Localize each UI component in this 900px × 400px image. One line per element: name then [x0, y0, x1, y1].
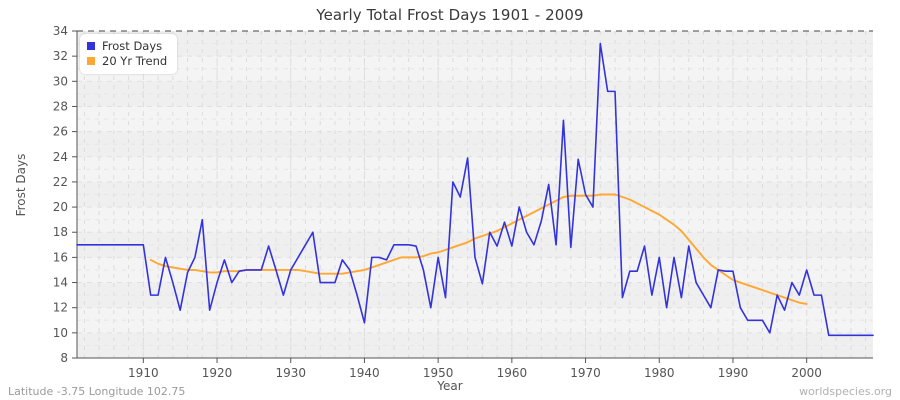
legend-item-20-yr-trend[interactable]: 20 Yr Trend: [87, 54, 167, 68]
svg-text:10: 10: [53, 326, 68, 340]
chart-legend[interactable]: Frost Days 20 Yr Trend: [80, 34, 178, 74]
svg-text:1980: 1980: [644, 366, 675, 380]
svg-text:1930: 1930: [275, 366, 306, 380]
svg-text:1950: 1950: [423, 366, 454, 380]
legend-swatch-20-yr-trend: [87, 57, 95, 65]
svg-text:8: 8: [60, 351, 68, 365]
legend-swatch-frost-days: [87, 42, 95, 50]
svg-text:1920: 1920: [202, 366, 233, 380]
svg-text:28: 28: [53, 99, 68, 113]
svg-text:26: 26: [53, 125, 68, 139]
svg-text:18: 18: [53, 225, 68, 239]
svg-text:1990: 1990: [718, 366, 749, 380]
x-axis-ticks: 1910 1920 1930 1940 1950 1960 1970 1980 1990 2000: [128, 358, 822, 380]
svg-text:14: 14: [53, 276, 68, 290]
footer-watermark: worldspecies.org: [799, 385, 892, 398]
legend-label-20-yr-trend: 20 Yr Trend: [102, 54, 168, 68]
footer-coordinates: Latitude -3.75 Longitude 102.75: [8, 385, 186, 398]
svg-text:12: 12: [53, 301, 68, 315]
legend-item-frost-days[interactable]: Frost Days: [87, 39, 167, 53]
svg-text:22: 22: [53, 175, 68, 189]
svg-text:30: 30: [53, 74, 68, 88]
svg-text:1970: 1970: [570, 366, 601, 380]
legend-label-frost-days: Frost Days: [102, 39, 163, 53]
svg-text:1960: 1960: [497, 366, 528, 380]
svg-text:34: 34: [53, 24, 68, 38]
chart-axes: [76, 30, 873, 359]
y-axis-label: Frost Days: [14, 153, 28, 217]
svg-text:16: 16: [53, 250, 68, 264]
svg-text:24: 24: [53, 150, 68, 164]
svg-text:1910: 1910: [128, 366, 159, 380]
svg-text:32: 32: [53, 49, 68, 63]
series-line-frost-days: [76, 42, 874, 337]
svg-text:2000: 2000: [791, 366, 822, 380]
x-axis-label: Year: [437, 379, 463, 393]
y-axis-ticks: 8 10 12 14 16 18 20 22 24 26 28 30 32 34: [53, 24, 77, 365]
chart-title: Yearly Total Frost Days 1901 - 2009: [316, 6, 584, 24]
svg-text:20: 20: [53, 200, 68, 214]
svg-text:1940: 1940: [349, 366, 380, 380]
